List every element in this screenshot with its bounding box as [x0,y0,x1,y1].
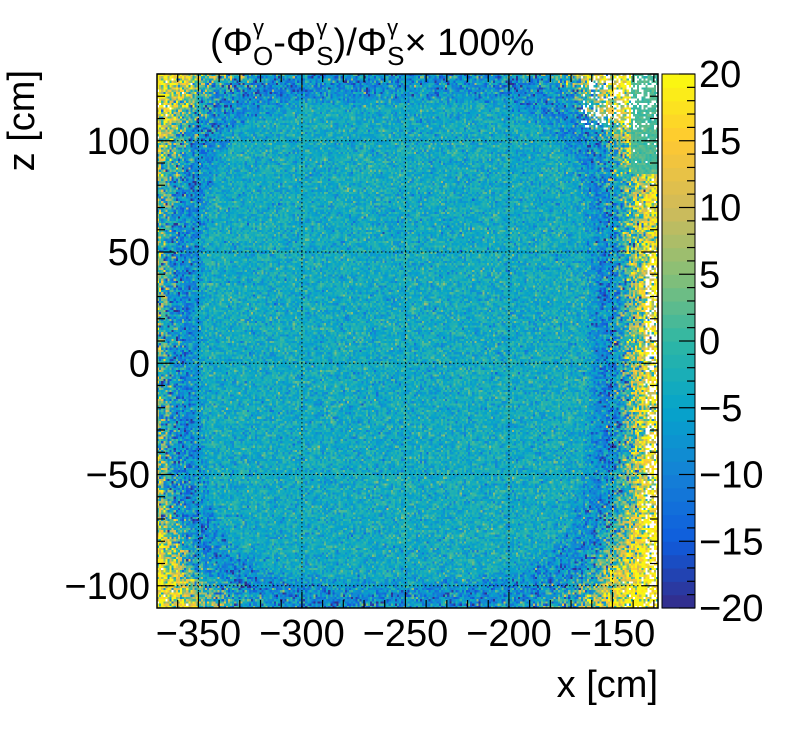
colorbar-band [662,220,695,235]
z-tick-labels: 20 15 10 5 0 −5 −10 −15 −20 [699,54,763,630]
colorbar-band [662,247,695,262]
colorbar-band [662,514,695,529]
colorbar-band [662,327,695,342]
y-tick-label: 50 [108,232,150,274]
colorbar-tick-label: −15 [699,521,763,563]
colorbar-band [662,461,695,476]
y-tick-label: 100 [87,121,150,163]
colorbar-tick-label: 5 [699,254,720,296]
x-tick-label: −350 [156,613,242,655]
colorbar-band [662,581,695,596]
colorbar-tick-label: 15 [699,121,741,163]
colorbar-band [662,567,695,582]
x-tick-labels: −350 −300 −250 −200 −150 [156,613,656,655]
colorbar-band [662,114,695,128]
x-tick-label: −250 [363,613,449,655]
colorbar-band [662,447,695,462]
colorbar-band [662,367,695,382]
color-bar [661,73,696,609]
colorbar-band [662,154,695,169]
colorbar-band [662,194,695,209]
colorbar-band [662,314,695,329]
colorbar-band [662,300,695,315]
colorbar-band [662,487,695,502]
colorbar-band [662,394,695,409]
colorbar-band [662,140,695,155]
colorbar-band [662,554,695,569]
colorbar-band [662,407,695,422]
y-tick-label: 0 [129,343,150,385]
x-tick-label: −150 [570,613,656,655]
colorbar-band [662,260,695,275]
colorbar-band [662,100,695,115]
colorbar-tick-label: 0 [699,321,720,363]
colorbar-band [662,527,695,542]
colorbar-band [662,381,695,395]
plot-area [156,73,659,609]
colorbar-band [662,207,695,222]
colorbar-band [662,167,695,182]
colorbar-band [662,180,695,195]
x-tick-label: −200 [466,613,552,655]
colorbar-band [662,287,695,302]
y-axis-label: z [cm] [1,70,43,171]
colorbar-band [662,87,695,102]
colorbar-tick-label: 10 [699,188,741,230]
colorbar-tick-label: −10 [699,455,763,497]
colorbar-band [662,274,695,289]
colorbar-band [662,74,695,88]
colorbar-band [662,421,695,436]
colorbar-band [662,127,695,142]
y-tick-label: −50 [86,455,150,497]
heatmap-image [157,74,658,608]
chart-title: (Φγ O-Φγ S)/Φγ S× 100% [210,15,534,71]
colorbar-ticks [679,73,695,609]
grid-lines [157,74,658,608]
colorbar-band [662,434,695,449]
colorbar-bands [662,74,695,609]
colorbar-tick-label: −20 [699,588,763,630]
colorbar-band [662,594,695,609]
colorbar-band [662,354,695,369]
colorbar-band [662,341,695,355]
y-tick-labels: −100 −50 0 50 100 [64,121,150,608]
colorbar-band [662,501,695,516]
axis-ticks [157,73,658,608]
colorbar-tick-label: −5 [699,388,742,430]
colorbar-tick-label: 20 [699,54,741,96]
colorbar-band [662,541,695,556]
y-tick-label: −100 [64,566,150,608]
colorbar-band [662,234,695,249]
x-axis-label: x [cm] [557,664,658,706]
x-tick-label: −300 [259,613,345,655]
colorbar-band [662,474,695,489]
